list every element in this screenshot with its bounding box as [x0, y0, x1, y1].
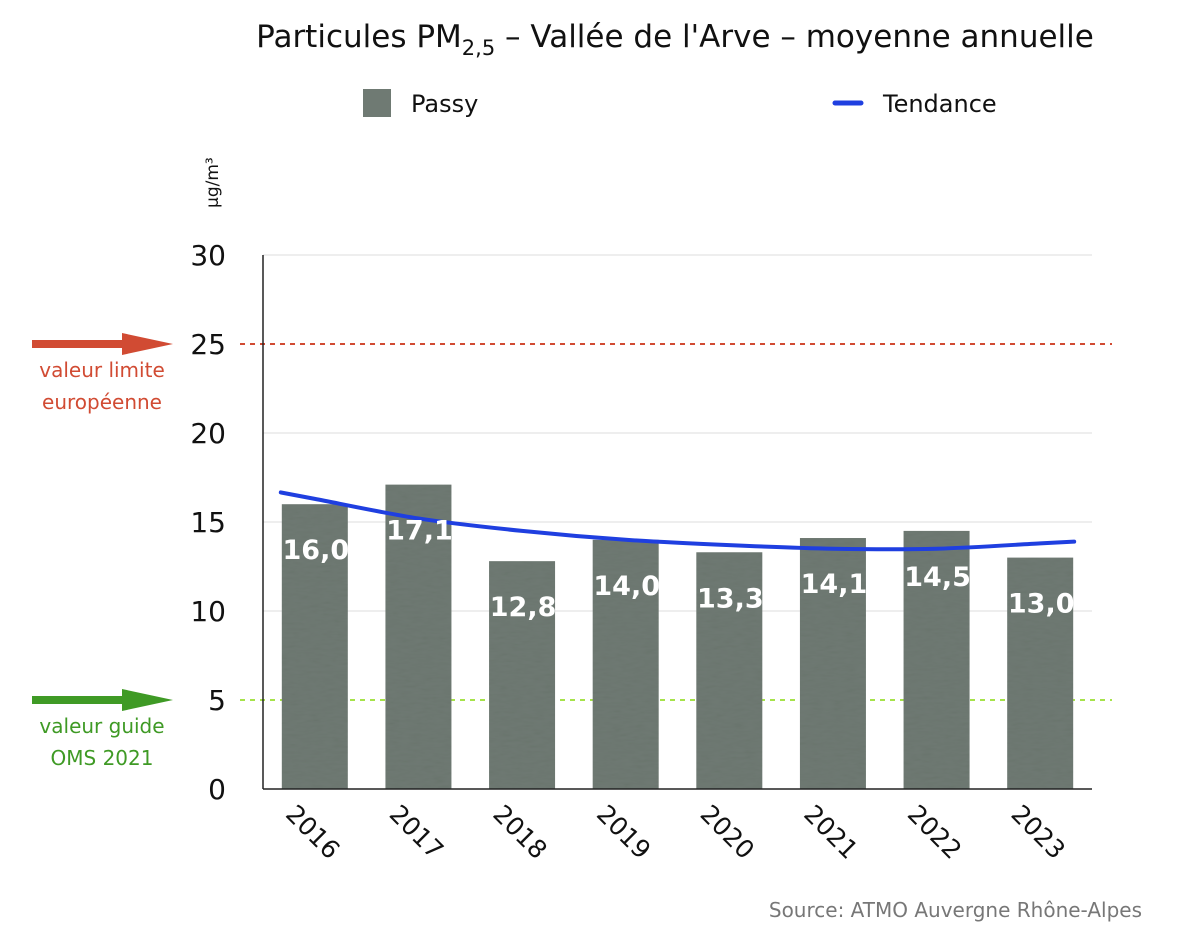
legend-label-tendance: Tendance: [882, 90, 997, 118]
y-tick-label-10: 10: [190, 595, 226, 628]
x-tick-label-2019: 2019: [591, 799, 656, 864]
y-tick-label-20: 20: [190, 417, 226, 450]
x-tick-label-2020: 2020: [695, 799, 760, 864]
y-tick-label-15: 15: [190, 506, 226, 539]
chart-title-subscript: 2,5: [462, 36, 495, 60]
bar-2016: [281, 504, 348, 789]
chart-title: Particules PM2,5 – Vallée de l'Arve – mo…: [256, 19, 1094, 60]
bar-2020: [696, 552, 763, 789]
reference-label-guide-1: valeur guide: [39, 714, 164, 738]
reference-arrow-guide-icon: [32, 689, 173, 711]
bar-value-label-2021: 14,1: [801, 569, 868, 600]
bar-value-label-2018: 12,8: [490, 592, 557, 623]
bar-value-label-2023: 13,0: [1008, 589, 1075, 620]
y-tick-label-30: 30: [190, 239, 226, 272]
bars: [281, 484, 1074, 789]
x-tick-label-2022: 2022: [902, 799, 967, 864]
legend: Passy Tendance: [363, 89, 997, 118]
bar-2023: [1007, 557, 1074, 789]
y-tick-label-5: 5: [208, 684, 226, 717]
x-tick-label-2018: 2018: [487, 799, 552, 864]
bar-2019: [592, 539, 659, 789]
bar-value-label-2020: 13,3: [697, 583, 764, 614]
legend-swatch-passy: [363, 89, 391, 117]
x-tick-label-2023: 2023: [1005, 799, 1070, 864]
x-tick-label-2017: 2017: [384, 799, 449, 864]
x-tick-label-2021: 2021: [798, 799, 863, 864]
source-note: Source: ATMO Auvergne Rhône-Alpes: [769, 898, 1142, 922]
legend-label-passy: Passy: [411, 90, 478, 118]
y-axis-unit: µg/m³: [203, 157, 223, 208]
x-tick-label-2016: 2016: [280, 799, 345, 864]
y-tick-label-0: 0: [208, 773, 226, 806]
reference-label-limit-1: valeur limite: [39, 358, 165, 382]
trend-line: [278, 490, 1077, 552]
trend-layer: [278, 490, 1077, 552]
bar-value-label-2019: 14,0: [593, 571, 660, 602]
bar-2021: [799, 538, 866, 789]
bar-2018: [489, 561, 556, 789]
bar-labels: 16,0 17,1 12,8 14,0 13,3 14,1 14,5 13,0: [283, 516, 1075, 624]
bar-value-label-2017: 17,1: [386, 516, 453, 547]
reference-lines: valeur limite européenne valeur guide OMS 2…: [32, 333, 1112, 770]
bar-value-label-2022: 14,5: [904, 562, 971, 593]
bar-2017: [385, 484, 452, 789]
y-tick-label-25: 25: [190, 328, 226, 361]
reference-label-guide-2: OMS 2021: [51, 746, 154, 770]
bar-2022: [903, 530, 970, 789]
reference-label-limit-2: européenne: [42, 390, 162, 414]
reference-arrow-limit-icon: [32, 333, 173, 355]
bar-value-label-2016: 16,0: [283, 535, 350, 566]
